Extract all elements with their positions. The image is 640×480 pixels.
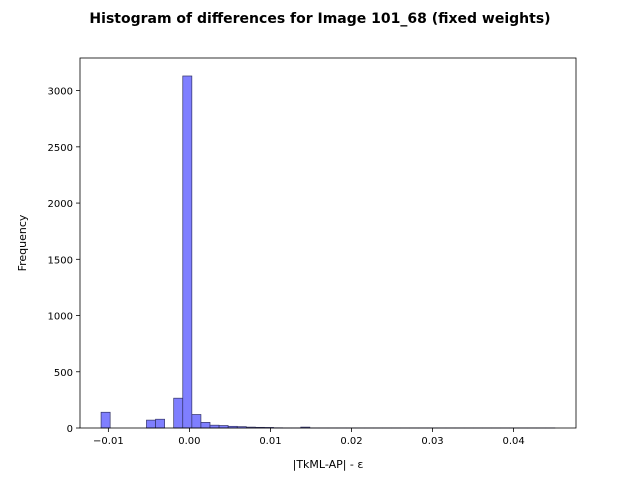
histogram-bar xyxy=(100,411,111,429)
y-tick-label: 0 xyxy=(67,424,73,435)
y-tick-label: 2500 xyxy=(48,143,73,154)
y-tick-label: 2000 xyxy=(48,199,73,210)
y-tick-label: 1000 xyxy=(48,312,73,323)
x-axis-ticks: −0.01 0.00 0.01 0.02 0.03 0.04 xyxy=(93,428,525,447)
x-tick-label: −0.01 xyxy=(93,436,124,447)
histogram-bar xyxy=(146,419,156,429)
x-tick-label: 0.03 xyxy=(421,436,443,447)
y-tick-label: 3000 xyxy=(48,87,73,98)
bars-group xyxy=(100,75,556,429)
y-tick-label: 1500 xyxy=(48,255,73,266)
histogram-bar xyxy=(200,422,211,429)
y-axis-ticks: 0 500 1000 1500 2000 2500 3000 xyxy=(48,87,80,435)
plot-frame xyxy=(79,57,577,429)
chart-title: Histogram of differences for Image 101_6… xyxy=(89,11,550,27)
histogram-bar xyxy=(191,414,202,429)
x-tick-label: 0.01 xyxy=(259,436,281,447)
y-tick-label: 500 xyxy=(54,368,73,379)
x-axis-label: |TkML-AP| - ε xyxy=(293,458,364,471)
histogram-bar xyxy=(155,418,165,429)
histogram-bar xyxy=(173,397,184,429)
x-tick-label: 0.00 xyxy=(178,436,200,447)
x-tick-label: 0.02 xyxy=(340,436,362,447)
histogram-bar xyxy=(182,75,193,429)
y-axis-label: Frequency xyxy=(16,214,29,271)
x-tick-label: 0.04 xyxy=(502,436,524,447)
histogram-bar xyxy=(209,424,220,429)
